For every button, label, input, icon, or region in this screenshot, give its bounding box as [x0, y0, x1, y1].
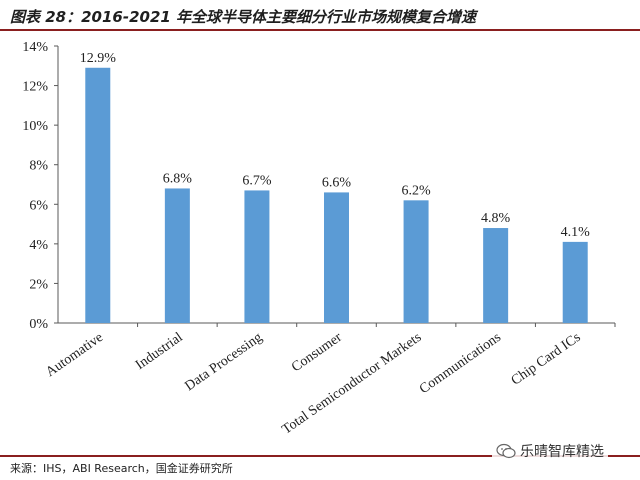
data-label: 6.6%: [322, 175, 352, 190]
x-category-label: Data Processing: [182, 330, 265, 394]
source-note: 来源：IHS，ABI Research，国金证券研究所: [10, 462, 233, 475]
y-tick-label: 12%: [22, 80, 48, 95]
x-category-label: Total Semiconductor Markets: [280, 330, 425, 438]
bar: [483, 228, 509, 323]
bar: [403, 200, 429, 323]
x-category-label: Chip Card ICs: [509, 330, 584, 389]
x-category-label: Consumer: [289, 330, 345, 375]
data-label: 12.9%: [80, 51, 117, 66]
y-tick-label: 10%: [22, 119, 48, 134]
y-tick-label: 2%: [29, 277, 48, 292]
x-category-label: Automative: [43, 330, 106, 380]
data-label: 6.8%: [163, 171, 193, 186]
data-label: 6.7%: [242, 173, 272, 188]
x-category-label: Industrial: [133, 330, 186, 373]
wechat-icon: [496, 443, 516, 459]
bottom-rule: [0, 455, 640, 457]
figure-header: 图表 28：2016-2021 年全球半导体主要细分行业市场规模复合增速: [0, 0, 640, 30]
y-tick-label: 8%: [29, 159, 48, 174]
bar: [164, 188, 190, 323]
watermark-text: 乐晴智库精选: [520, 444, 604, 460]
figure-title: 图表 28：2016-2021 年全球半导体主要细分行业市场规模复合增速: [10, 8, 477, 26]
data-label: 4.8%: [481, 211, 511, 226]
bar: [324, 192, 349, 323]
bar: [562, 241, 588, 323]
bar: [85, 67, 111, 323]
y-tick-label: 0%: [29, 317, 48, 332]
watermark: 乐晴智库精选: [492, 440, 608, 462]
y-tick-label: 4%: [29, 238, 48, 253]
bar-chart: 0% 2% 4% 6% 8% 10% 12% 14% 12.9% Automative 6.8% In…: [22, 40, 616, 438]
y-tick-label: 6%: [29, 198, 48, 213]
top-rule: [0, 29, 640, 31]
bar: [244, 190, 270, 323]
y-tick-label: 14%: [22, 40, 48, 55]
x-category-label: Communications: [417, 330, 504, 397]
data-label: 6.2%: [401, 183, 431, 198]
data-label: 4.1%: [561, 225, 591, 240]
